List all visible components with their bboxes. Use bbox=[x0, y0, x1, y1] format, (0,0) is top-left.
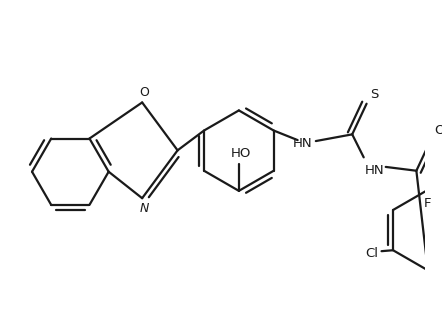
Text: O: O bbox=[434, 124, 442, 137]
Text: S: S bbox=[370, 88, 378, 101]
Text: HO: HO bbox=[231, 147, 251, 160]
Text: HN: HN bbox=[364, 164, 384, 177]
Text: Cl: Cl bbox=[366, 247, 378, 260]
Text: HN: HN bbox=[293, 137, 312, 150]
Text: F: F bbox=[424, 197, 431, 210]
Text: N: N bbox=[139, 202, 149, 215]
Text: O: O bbox=[139, 86, 149, 99]
